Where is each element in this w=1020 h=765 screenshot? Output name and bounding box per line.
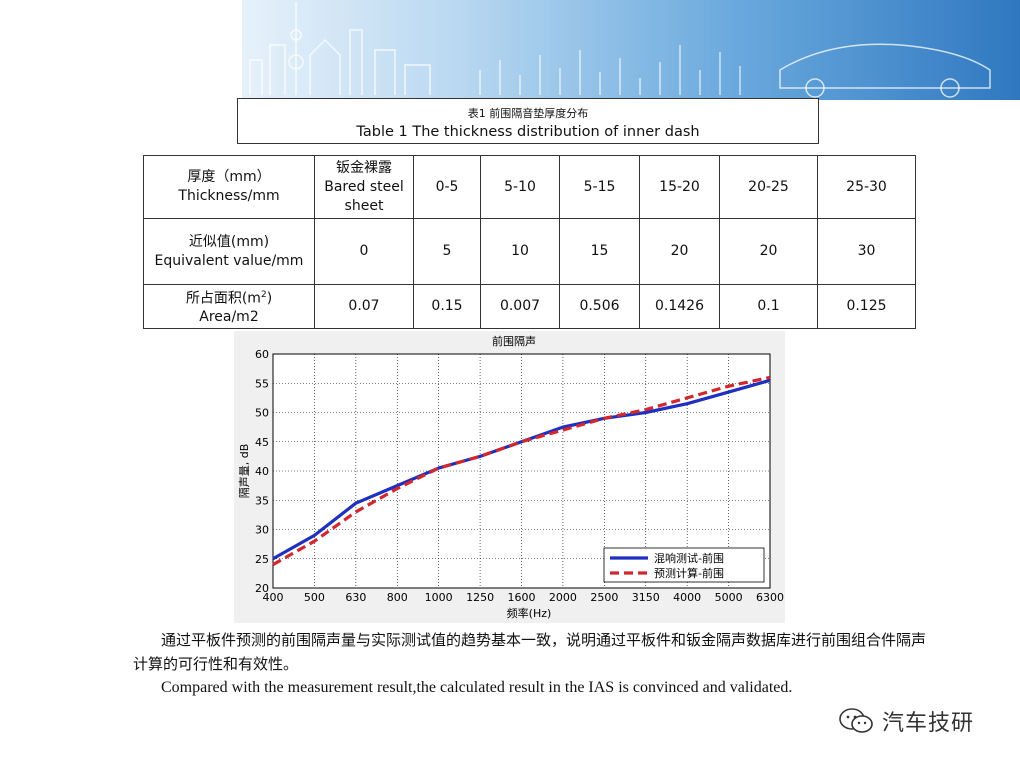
- skyline-illustration: [249, 2, 991, 98]
- table-cell: 30: [817, 218, 916, 285]
- area-cn-superscript: 2: [260, 289, 267, 300]
- x-tick-label: 1250: [466, 591, 494, 604]
- x-tick-label: 400: [263, 591, 284, 604]
- conclusion-en: Compared with the measurement result,the…: [161, 679, 793, 696]
- x-tick-label: 5000: [715, 591, 743, 604]
- banner-blank-area: [0, 0, 242, 100]
- table-cell: 0.007: [480, 284, 560, 329]
- area-cn-suffix: ): [266, 290, 273, 307]
- table-cell: 0.125: [817, 284, 916, 329]
- table-cell: 5-15: [559, 155, 640, 219]
- table-cell: 20: [719, 218, 818, 285]
- table-cell: 15-20: [639, 155, 720, 219]
- x-axis-label: 频率(Hz): [507, 606, 552, 620]
- table-cell: 钣金裸露 Bared steel sheet: [314, 155, 414, 219]
- table-cell: 5-10: [480, 155, 560, 219]
- x-tick-label: 1000: [425, 591, 453, 604]
- table-cell: 0.1: [719, 284, 818, 329]
- conclusion-cn: 通过平板件预测的前围隔声量与实际测试值的趋势基本一致，说明通过平板件和钣金隔声数…: [133, 631, 927, 673]
- table-cell: 20-25: [719, 155, 818, 219]
- watermark-text: 汽车技研: [882, 711, 975, 736]
- row-label-en: Equivalent value/mm: [154, 252, 304, 269]
- row-label-en: Area/m2: [199, 309, 259, 326]
- conclusion-paragraph: 通过平板件预测的前围隔声量与实际测试值的趋势基本一致，说明通过平板件和钣金隔声数…: [133, 628, 933, 700]
- thickness-table: 厚度（mm） Thickness/mm 钣金裸露 Bared steel she…: [143, 155, 916, 329]
- x-tick-label: 3150: [632, 591, 660, 604]
- y-tick-label: 40: [255, 465, 269, 478]
- x-tick-label: 800: [387, 591, 408, 604]
- legend-label: 混响测试-前围: [654, 551, 724, 565]
- y-tick-label: 35: [255, 494, 269, 507]
- row-label-area: 所占面积(m2) Area/m2: [143, 284, 315, 329]
- table-row: 近似值(mm) Equivalent value/mm 0 5 10 15 20…: [143, 218, 916, 285]
- table-caption: 表1 前围隔音垫厚度分布 Table 1 The thickness distr…: [237, 98, 819, 144]
- bared-en-line1: Bared steel: [324, 178, 404, 195]
- table-cell: 15: [559, 218, 640, 285]
- table-cell: 25-30: [817, 155, 916, 219]
- x-tick-label: 6300: [756, 591, 784, 604]
- row-label-equivalent: 近似值(mm) Equivalent value/mm: [143, 218, 315, 285]
- row-label-en: Thickness/mm: [178, 188, 280, 204]
- series-line-1: [272, 378, 771, 561]
- series-line-2: [272, 375, 771, 566]
- y-tick-label: 30: [255, 524, 269, 537]
- legend-label: 预测计算-前围: [654, 566, 724, 580]
- y-tick-label: 45: [255, 436, 269, 449]
- table-cell: 20: [639, 218, 720, 285]
- table-cell: 0-5: [413, 155, 481, 219]
- row-label-cn: 近似值(mm): [188, 233, 270, 250]
- chart-title: 前围隔声: [492, 334, 536, 348]
- x-tick-label: 4000: [673, 591, 701, 604]
- row-label-cn: 所占面积(m2): [146, 286, 312, 309]
- table-cell: 0: [314, 218, 414, 285]
- y-tick-label: 55: [255, 377, 269, 390]
- table-caption-cn: 表1 前围隔音垫厚度分布: [467, 107, 589, 120]
- y-tick-label: 60: [255, 348, 269, 361]
- row-label-thickness: 厚度（mm） Thickness/mm: [143, 155, 315, 219]
- table-row: 所占面积(m2) Area/m2 0.07 0.15 0.007 0.506 0…: [143, 284, 916, 329]
- table-caption-en: Table 1 The thickness distribution of in…: [356, 124, 700, 140]
- table-cell: 0.506: [559, 284, 640, 329]
- area-cn-prefix: 所占面积(m: [185, 290, 261, 307]
- bared-en-line2: sheet: [344, 197, 384, 214]
- y-tick-label: 20: [255, 582, 269, 595]
- row-label-cn: 厚度（mm）: [187, 169, 271, 185]
- sound-insulation-chart: 前围隔声 频率(Hz) 隔声量, dB 20 25 30 35 40 45 50 55 60 40…: [234, 331, 785, 623]
- table-cell: 0.07: [314, 284, 414, 329]
- y-tick-label: 50: [255, 407, 269, 420]
- x-tick-label: 1600: [508, 591, 536, 604]
- x-tick-label: 2500: [590, 591, 618, 604]
- y-axis-label: 隔声量, dB: [237, 444, 251, 499]
- bared-cn: 钣金裸露: [336, 159, 392, 176]
- chart-svg: 前围隔声 频率(Hz) 隔声量, dB 20 25 30 35 40 45 50 55 60 40…: [237, 334, 784, 620]
- y-tick-label: 25: [255, 553, 269, 566]
- x-tick-label: 2000: [549, 591, 577, 604]
- table-row: 厚度（mm） Thickness/mm 钣金裸露 Bared steel she…: [143, 155, 916, 219]
- wechat-icon: [839, 708, 873, 733]
- x-tick-label: 630: [345, 591, 366, 604]
- legend-box: [603, 547, 765, 583]
- table-cell: 0.1426: [639, 284, 720, 329]
- table-cell: 10: [480, 218, 560, 285]
- table-cell: 5: [413, 218, 481, 285]
- watermark: 汽车技研: [838, 705, 974, 737]
- table-cell: 0.15: [413, 284, 481, 329]
- x-tick-label: 500: [304, 591, 325, 604]
